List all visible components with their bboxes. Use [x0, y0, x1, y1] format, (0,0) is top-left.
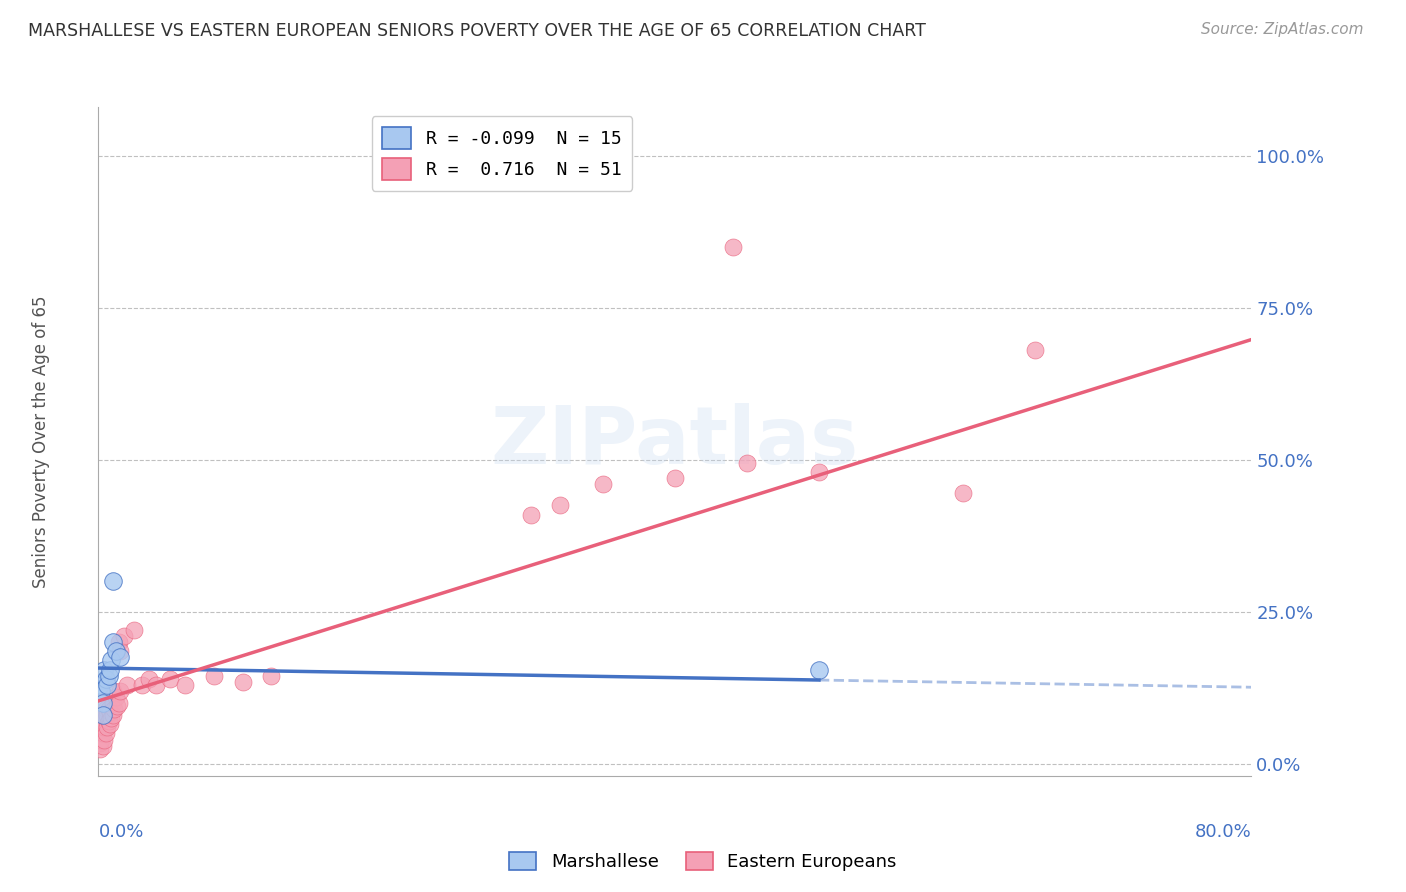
Point	[548, 499, 571, 513]
Point	[104, 690, 127, 704]
Point	[91, 739, 114, 753]
Point	[98, 663, 121, 677]
Point	[98, 717, 121, 731]
Point	[101, 684, 124, 698]
Point	[124, 623, 146, 637]
Point	[103, 702, 125, 716]
Point	[94, 726, 117, 740]
Point	[98, 705, 121, 719]
Text: Seniors Poverty Over the Age of 65: Seniors Poverty Over the Age of 65	[32, 295, 49, 588]
Point	[592, 477, 614, 491]
Point	[101, 696, 124, 710]
Point	[101, 708, 124, 723]
Point	[91, 714, 114, 729]
Point	[807, 663, 830, 677]
Point	[93, 708, 115, 723]
Point	[100, 653, 122, 667]
Point	[112, 629, 135, 643]
Point	[93, 663, 115, 677]
Point	[94, 672, 117, 686]
Point	[108, 644, 131, 658]
Point	[89, 735, 111, 749]
Point	[105, 699, 128, 714]
Point	[108, 650, 131, 665]
Point	[97, 669, 120, 683]
Point	[90, 732, 112, 747]
Point	[93, 720, 115, 734]
Legend: R = -0.099  N = 15, R =  0.716  N = 51: R = -0.099 N = 15, R = 0.716 N = 51	[371, 116, 633, 191]
Point	[108, 684, 131, 698]
Text: ZIPatlas: ZIPatlas	[491, 402, 859, 481]
Point	[90, 684, 112, 698]
Point	[231, 674, 254, 689]
Point	[91, 696, 114, 710]
Point	[138, 672, 160, 686]
Point	[89, 678, 111, 692]
Point	[721, 240, 744, 254]
Point	[107, 635, 129, 649]
Point	[202, 669, 225, 683]
Point	[101, 574, 124, 589]
Text: Source: ZipAtlas.com: Source: ZipAtlas.com	[1201, 22, 1364, 37]
Text: MARSHALLESE VS EASTERN EUROPEAN SENIORS POVERTY OVER THE AGE OF 65 CORRELATION C: MARSHALLESE VS EASTERN EUROPEAN SENIORS …	[28, 22, 927, 40]
Point	[96, 678, 118, 692]
Point	[96, 708, 118, 723]
Point	[101, 635, 124, 649]
Point	[97, 702, 120, 716]
Text: 80.0%: 80.0%	[1195, 822, 1251, 841]
Text: 0.0%: 0.0%	[98, 822, 143, 841]
Point	[94, 711, 117, 725]
Point	[1024, 343, 1046, 358]
Point	[952, 486, 974, 500]
Point	[664, 471, 686, 485]
Point	[90, 720, 112, 734]
Point	[96, 720, 118, 734]
Point	[91, 726, 114, 740]
Point	[91, 708, 114, 723]
Point	[520, 508, 543, 522]
Point	[117, 678, 139, 692]
Point	[107, 696, 129, 710]
Point	[159, 672, 181, 686]
Point	[90, 726, 112, 740]
Point	[807, 465, 830, 479]
Legend: Marshallese, Eastern Europeans: Marshallese, Eastern Europeans	[502, 845, 904, 879]
Point	[145, 678, 167, 692]
Point	[131, 678, 153, 692]
Point	[174, 678, 197, 692]
Point	[100, 711, 122, 725]
Point	[260, 669, 283, 683]
Point	[93, 732, 115, 747]
Point	[104, 644, 127, 658]
Point	[89, 741, 111, 756]
Point	[735, 456, 758, 470]
Point	[94, 702, 117, 716]
Point	[97, 714, 120, 729]
